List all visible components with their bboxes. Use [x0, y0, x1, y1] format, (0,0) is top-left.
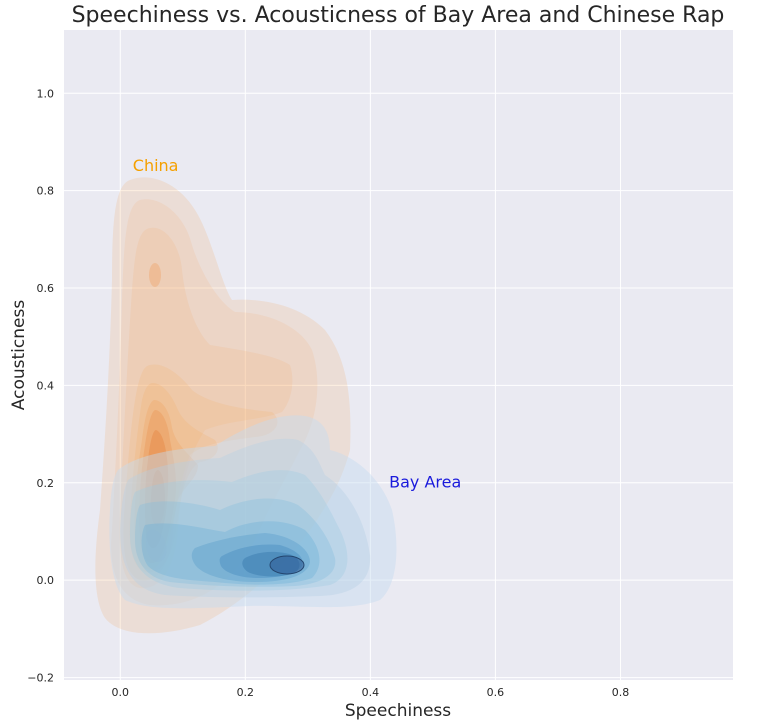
y-gridlines: −0.2 0.0 0.2 0.4 0.6 0.8 1.0 — [27, 87, 733, 685]
x-gridlines: 0.0 0.2 0.4 0.6 0.8 — [112, 30, 630, 699]
china-contour-peak-upper — [149, 263, 161, 287]
x-tick-label: 0.8 — [612, 686, 630, 699]
china-contour-level-2 — [111, 199, 318, 606]
y-tick-label: 0.8 — [37, 185, 55, 198]
bay-area-contour-peak — [269, 555, 305, 575]
china-contour-level-5 — [129, 382, 218, 573]
x-tick-label: 0.6 — [487, 686, 505, 699]
x-tick-label: 0.4 — [362, 686, 380, 699]
china-contour-level-1 — [95, 177, 351, 634]
x-tick-label: 0.0 — [112, 686, 130, 699]
bay-area-contour-level-2 — [120, 438, 371, 598]
plot-area — [64, 30, 733, 680]
china-contour-level-6 — [134, 400, 198, 570]
china-contour-level-3 — [119, 227, 293, 589]
bay-area-annotation: Bay Area — [389, 473, 461, 492]
bay-area-contour-secondary — [146, 529, 167, 562]
y-tick-label: 0.0 — [37, 574, 55, 587]
x-axis-label: Speechiness — [345, 701, 451, 721]
chart-title: Speechiness vs. Acousticness of Bay Area… — [72, 3, 725, 28]
china-contour-level-7 — [139, 410, 177, 564]
bay-area-density-contours — [109, 415, 397, 609]
y-tick-label: 0.6 — [37, 282, 55, 295]
china-density-contours — [95, 177, 351, 634]
y-tick-label: 0.4 — [37, 379, 55, 392]
bay-area-contour-level-1 — [109, 415, 397, 609]
china-contour-level-4 — [123, 364, 278, 581]
y-axis-label: Acousticness — [9, 300, 29, 411]
x-tick-label: 0.2 — [237, 686, 255, 699]
china-contour-level-9 — [150, 470, 165, 526]
china-annotation: China — [133, 156, 179, 175]
y-tick-label: −0.2 — [27, 672, 54, 685]
china-contour-level-8 — [144, 430, 169, 549]
y-tick-label: 0.2 — [37, 477, 55, 490]
y-tick-label: 1.0 — [37, 87, 55, 100]
